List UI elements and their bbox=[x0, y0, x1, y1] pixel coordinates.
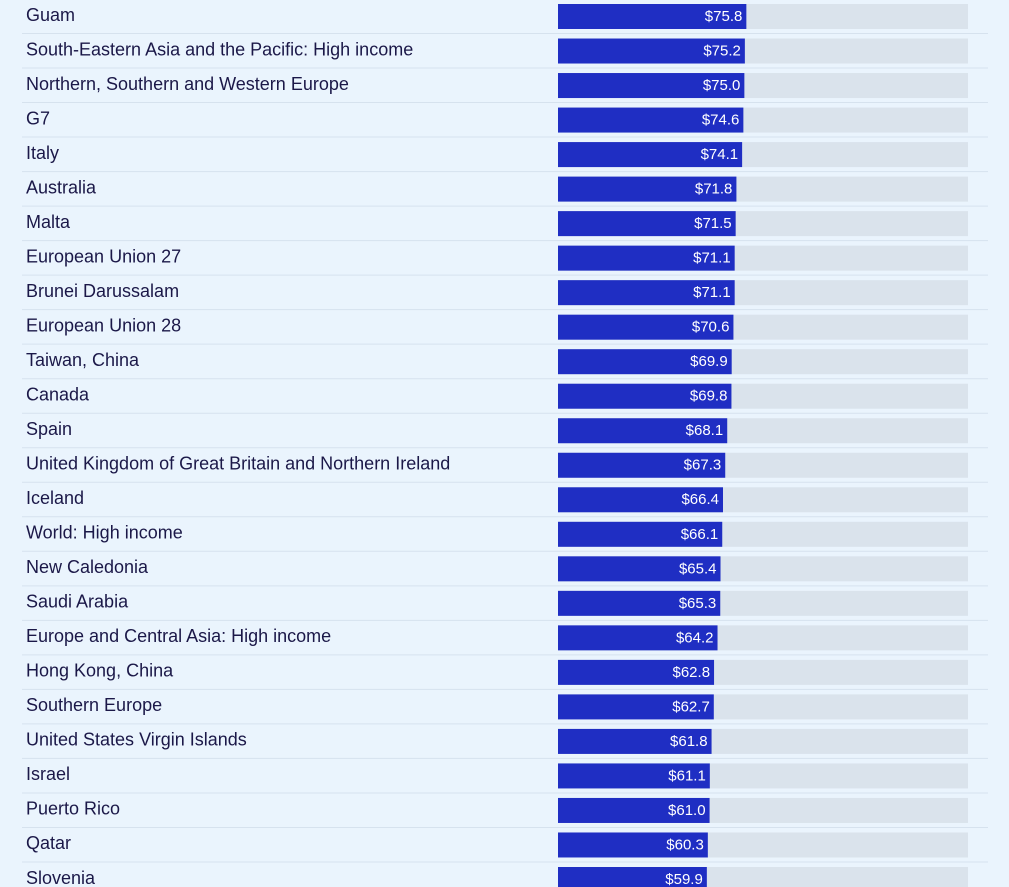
value-label: $71.5 bbox=[694, 215, 732, 232]
bar bbox=[558, 38, 745, 64]
value-label: $74.6 bbox=[702, 112, 740, 129]
bar bbox=[558, 728, 712, 754]
category-label: Brunei Darussalam bbox=[26, 281, 179, 301]
value-label: $71.1 bbox=[693, 284, 731, 301]
value-label: $75.2 bbox=[703, 42, 741, 59]
bar bbox=[558, 832, 708, 858]
category-label: Southern Europe bbox=[26, 695, 162, 715]
category-label: United States Virgin Islands bbox=[26, 730, 247, 750]
bar bbox=[558, 142, 743, 168]
category-label: European Union 28 bbox=[26, 315, 181, 335]
bar bbox=[558, 211, 736, 237]
bar bbox=[558, 487, 723, 513]
category-label: Spain bbox=[26, 419, 72, 439]
value-label: $75.8 bbox=[705, 8, 743, 25]
bar bbox=[558, 176, 737, 202]
value-label: $74.1 bbox=[701, 146, 739, 163]
value-label: $64.2 bbox=[676, 629, 714, 646]
category-label: Taiwan, China bbox=[26, 350, 140, 370]
bar bbox=[558, 694, 714, 720]
bar bbox=[558, 349, 732, 375]
bar bbox=[558, 314, 734, 340]
bar bbox=[558, 659, 715, 685]
category-label: World: High income bbox=[26, 523, 183, 543]
category-label: Guam bbox=[26, 5, 75, 25]
bar bbox=[558, 4, 747, 29]
category-label: Australia bbox=[26, 177, 97, 197]
value-label: $59.9 bbox=[665, 871, 703, 887]
category-label: Italy bbox=[26, 143, 59, 163]
bar bbox=[558, 867, 707, 887]
category-label: Qatar bbox=[26, 833, 71, 853]
value-label: $60.3 bbox=[666, 836, 704, 853]
category-label: G7 bbox=[26, 108, 50, 128]
category-label: South-Eastern Asia and the Pacific: High… bbox=[26, 39, 413, 59]
bar bbox=[558, 590, 721, 616]
value-label: $71.8 bbox=[695, 181, 733, 198]
bar bbox=[558, 383, 732, 409]
value-label: $66.4 bbox=[681, 491, 719, 508]
bar bbox=[558, 418, 728, 444]
category-label: Malta bbox=[26, 212, 71, 232]
category-label: Northern, Southern and Western Europe bbox=[26, 74, 349, 94]
category-label: Saudi Arabia bbox=[26, 592, 129, 612]
bar bbox=[558, 245, 735, 271]
category-label: New Caledonia bbox=[26, 557, 149, 577]
bar bbox=[558, 107, 744, 133]
category-label: Slovenia bbox=[26, 868, 96, 887]
bar bbox=[558, 797, 710, 823]
bar bbox=[558, 73, 745, 99]
value-label: $65.4 bbox=[679, 560, 717, 577]
value-label: $69.9 bbox=[690, 353, 728, 370]
value-label: $71.1 bbox=[693, 250, 731, 267]
value-label: $75.0 bbox=[703, 77, 741, 94]
value-label: $67.3 bbox=[684, 457, 722, 474]
category-label: United Kingdom of Great Britain and Nort… bbox=[26, 454, 450, 474]
bar bbox=[558, 556, 721, 582]
bar bbox=[558, 280, 735, 306]
value-label: $69.8 bbox=[690, 388, 728, 405]
category-label: Canada bbox=[26, 384, 90, 404]
bar bbox=[558, 625, 718, 651]
value-label: $61.0 bbox=[668, 802, 706, 819]
value-label: $62.7 bbox=[672, 698, 710, 715]
category-label: Iceland bbox=[26, 488, 84, 508]
value-label: $70.6 bbox=[692, 319, 730, 336]
category-label: Hong Kong, China bbox=[26, 661, 174, 681]
category-label: Europe and Central Asia: High income bbox=[26, 626, 331, 646]
value-label: $66.1 bbox=[681, 526, 719, 543]
bar bbox=[558, 763, 710, 789]
value-label: $68.1 bbox=[686, 422, 724, 439]
category-label: Puerto Rico bbox=[26, 799, 120, 819]
bar bbox=[558, 452, 726, 478]
value-label: $61.8 bbox=[670, 733, 708, 750]
category-label: European Union 27 bbox=[26, 246, 181, 266]
value-label: $61.1 bbox=[668, 767, 706, 784]
bar bbox=[558, 521, 723, 547]
value-label: $62.8 bbox=[673, 664, 711, 681]
value-label: $65.3 bbox=[679, 595, 717, 612]
category-label: Israel bbox=[26, 764, 70, 784]
